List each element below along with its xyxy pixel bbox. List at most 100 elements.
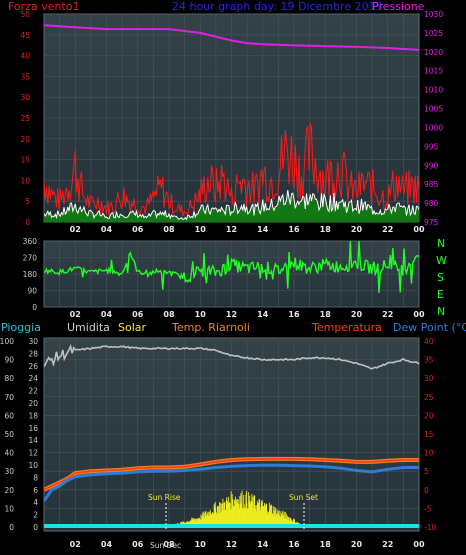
wind-ytick: 5 <box>25 197 30 206</box>
humidity-ytick: 16 <box>28 424 38 433</box>
pressure-ytick: 1000 <box>424 123 443 132</box>
humidity-ytick: 30 <box>28 337 38 346</box>
temperature-ytick: 15 <box>424 430 434 439</box>
pressure-line <box>44 24 419 51</box>
rain-ytick: 70 <box>4 393 14 402</box>
xtick-mid: 10 <box>195 310 207 319</box>
pressure-ytick: 1020 <box>424 48 443 57</box>
xtick-top: 06 <box>132 225 144 234</box>
pressure-ytick: 985 <box>424 180 439 189</box>
xtick-bottom: 02 <box>70 540 81 549</box>
wind-ytick: 0 <box>25 218 30 227</box>
humidity-ytick: 0 <box>33 523 38 532</box>
sun-dec-label: Sun Dec <box>150 541 181 550</box>
humidity-ytick: 2 <box>33 511 38 520</box>
wind-ytick: 20 <box>20 135 30 144</box>
tick-labels: 0510152025303540455097598098599099510001… <box>0 10 443 549</box>
dewpoint-series-label: Dew Point (°C) <box>393 321 466 334</box>
chart-marks <box>44 24 419 528</box>
xtick-bottom: 04 <box>101 540 113 549</box>
xtick-bottom: 00 <box>413 540 425 549</box>
direction-ytick: 270 <box>23 254 38 263</box>
chart-title: 24 hour graph day: 19 Dicembre 2013 <box>172 0 383 13</box>
wind-ytick: 50 <box>20 10 30 19</box>
pressure-ytick: 975 <box>424 218 439 227</box>
pressure-ytick: 1005 <box>424 105 443 114</box>
xtick-bottom: 14 <box>257 540 269 549</box>
direction-label-n-bottom: N <box>437 305 445 318</box>
xtick-mid: 18 <box>320 310 332 319</box>
rain-ytick: 40 <box>4 449 14 458</box>
xtick-mid: 00 <box>413 310 425 319</box>
xtick-mid: 04 <box>101 310 113 319</box>
wind-ytick: 25 <box>20 114 30 123</box>
humidity-ytick: 10 <box>28 461 38 470</box>
xtick-top: 12 <box>226 225 237 234</box>
temperature-line <box>44 458 419 491</box>
wind-average-fill <box>44 193 419 222</box>
temperature-ytick: 20 <box>424 411 434 420</box>
pressure-ytick: 1010 <box>424 86 443 95</box>
rain-series-label: Pioggia <box>1 321 41 334</box>
sunset-label: Sun Set <box>289 493 318 502</box>
rain-ytick: 90 <box>4 356 14 365</box>
wind-series-group <box>44 24 419 222</box>
direction-label-w: W <box>436 254 447 267</box>
wind-ytick: 45 <box>20 31 30 40</box>
xtick-mid: 16 <box>288 310 300 319</box>
xtick-mid: 12 <box>226 310 237 319</box>
pressure-ytick: 1030 <box>424 10 443 19</box>
xtick-top: 20 <box>351 225 363 234</box>
rain-ytick: 0 <box>9 523 14 532</box>
temperature-ytick: 35 <box>424 356 434 365</box>
solar-series-label: Solar <box>118 321 147 334</box>
xtick-bottom: 16 <box>288 540 300 549</box>
temperature-ytick: 30 <box>424 374 434 383</box>
humidity-ytick: 26 <box>28 362 38 371</box>
temperature-ytick: -5 <box>424 504 432 513</box>
pressure-ytick: 995 <box>424 142 439 151</box>
rain-ytick: 100 <box>0 337 14 346</box>
xtick-mid: 22 <box>382 310 393 319</box>
xtick-mid: 02 <box>70 310 81 319</box>
wind-ytick: 40 <box>20 52 30 61</box>
xtick-top: 00 <box>413 225 425 234</box>
wind-direction-line <box>44 241 419 293</box>
direction-ytick: 90 <box>27 287 37 296</box>
temperature-series-label: Temperatura <box>311 321 382 334</box>
temperature-ytick: -10 <box>424 523 436 532</box>
humidity-line <box>44 343 419 370</box>
humidity-ytick: 14 <box>28 436 38 445</box>
rain-ytick: 30 <box>4 467 14 476</box>
direction-label-e: E <box>437 288 444 301</box>
temperature-ytick: 10 <box>424 449 434 458</box>
xtick-top: 02 <box>70 225 81 234</box>
dewpoint-line <box>44 463 419 502</box>
rain-ytick: 50 <box>4 430 14 439</box>
temperature-ytick: 0 <box>424 486 429 495</box>
wind-ytick: 35 <box>20 72 30 81</box>
rain-ytick: 10 <box>4 504 14 513</box>
xtick-bottom: 10 <box>195 540 207 549</box>
direction-series-group <box>44 241 419 293</box>
xtick-mid: 08 <box>163 310 175 319</box>
xtick-mid: 06 <box>132 310 144 319</box>
xtick-top: 16 <box>288 225 300 234</box>
wind-ytick: 30 <box>20 93 30 102</box>
direction-label-s: S <box>437 271 444 284</box>
rain-ytick: 80 <box>4 374 14 383</box>
humidity-ytick: 6 <box>33 486 38 495</box>
xtick-top: 08 <box>163 225 175 234</box>
temp-series-group <box>44 343 419 528</box>
xtick-top: 14 <box>257 225 269 234</box>
temperature-ytick: 25 <box>424 393 434 402</box>
wind-average-line <box>44 190 419 221</box>
sunrise-label: Sun Rise <box>148 493 181 502</box>
direction-ytick: 180 <box>23 270 38 279</box>
xtick-top: 22 <box>382 225 393 234</box>
wind-ytick: 15 <box>20 156 30 165</box>
rain-ytick: 20 <box>4 486 14 495</box>
pressure-series-label: Pressione <box>372 0 425 13</box>
